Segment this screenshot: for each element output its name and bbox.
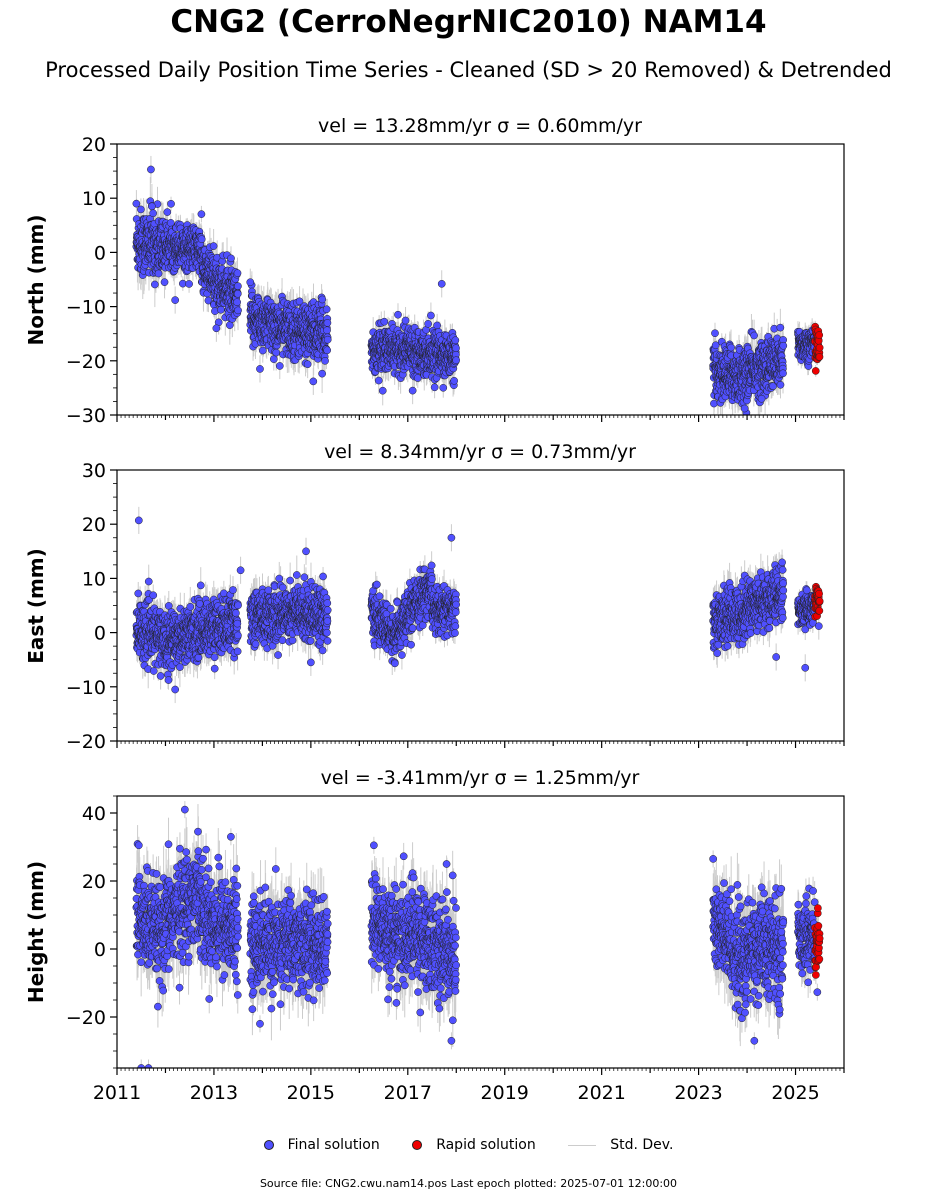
final-point xyxy=(227,254,235,263)
final-point xyxy=(323,346,332,355)
final-point xyxy=(269,355,278,363)
final-point xyxy=(710,399,718,408)
final-point xyxy=(258,346,267,355)
final-point xyxy=(185,280,193,288)
final-point xyxy=(318,295,327,304)
final-point xyxy=(197,235,206,244)
final-point xyxy=(163,208,172,216)
final-point xyxy=(318,369,326,378)
north-panel-title: vel = 13.28mm/yr σ = 0.60mm/yr xyxy=(318,115,642,137)
chart-title: CNG2 (CerroNegrNIC2010) NAM14 xyxy=(170,4,767,40)
final-point xyxy=(401,316,410,325)
final-point xyxy=(233,269,242,277)
final-point xyxy=(323,326,331,335)
final-point xyxy=(452,356,460,365)
final-point xyxy=(450,376,458,385)
final-point xyxy=(430,383,439,392)
final-point xyxy=(378,386,387,395)
final-point xyxy=(323,335,332,344)
final-point xyxy=(427,311,435,320)
final-point xyxy=(197,210,206,218)
final-point xyxy=(209,242,218,250)
final-point xyxy=(727,343,735,352)
chart-subtitle: Processed Daily Position Time Series - C… xyxy=(45,58,892,82)
final-point xyxy=(217,305,225,314)
final-point xyxy=(394,310,402,319)
final-point xyxy=(233,298,241,307)
final-point xyxy=(380,317,389,326)
north-y-axis-label: North (mm) xyxy=(24,214,48,345)
final-point xyxy=(323,319,332,327)
final-point xyxy=(433,321,441,330)
final-point xyxy=(439,383,448,392)
final-point xyxy=(303,360,312,369)
final-point xyxy=(149,209,157,218)
final-point xyxy=(711,329,719,338)
final-point xyxy=(233,289,242,298)
final-point xyxy=(167,199,175,208)
final-point xyxy=(424,319,432,328)
final-solution-points xyxy=(132,165,819,415)
final-point xyxy=(137,205,145,214)
final-point xyxy=(234,282,242,290)
final-point xyxy=(160,278,169,287)
final-point xyxy=(374,376,383,385)
final-point xyxy=(275,362,284,370)
final-point xyxy=(150,280,159,289)
final-point xyxy=(451,336,460,345)
north-panel: vel = 13.28mm/yr σ = 0.60mm/yr North (mm… xyxy=(24,115,845,427)
final-point xyxy=(322,305,331,314)
final-point xyxy=(321,356,329,365)
final-point xyxy=(154,269,163,278)
final-point xyxy=(272,348,281,357)
final-point xyxy=(452,344,460,352)
final-point xyxy=(234,306,242,315)
